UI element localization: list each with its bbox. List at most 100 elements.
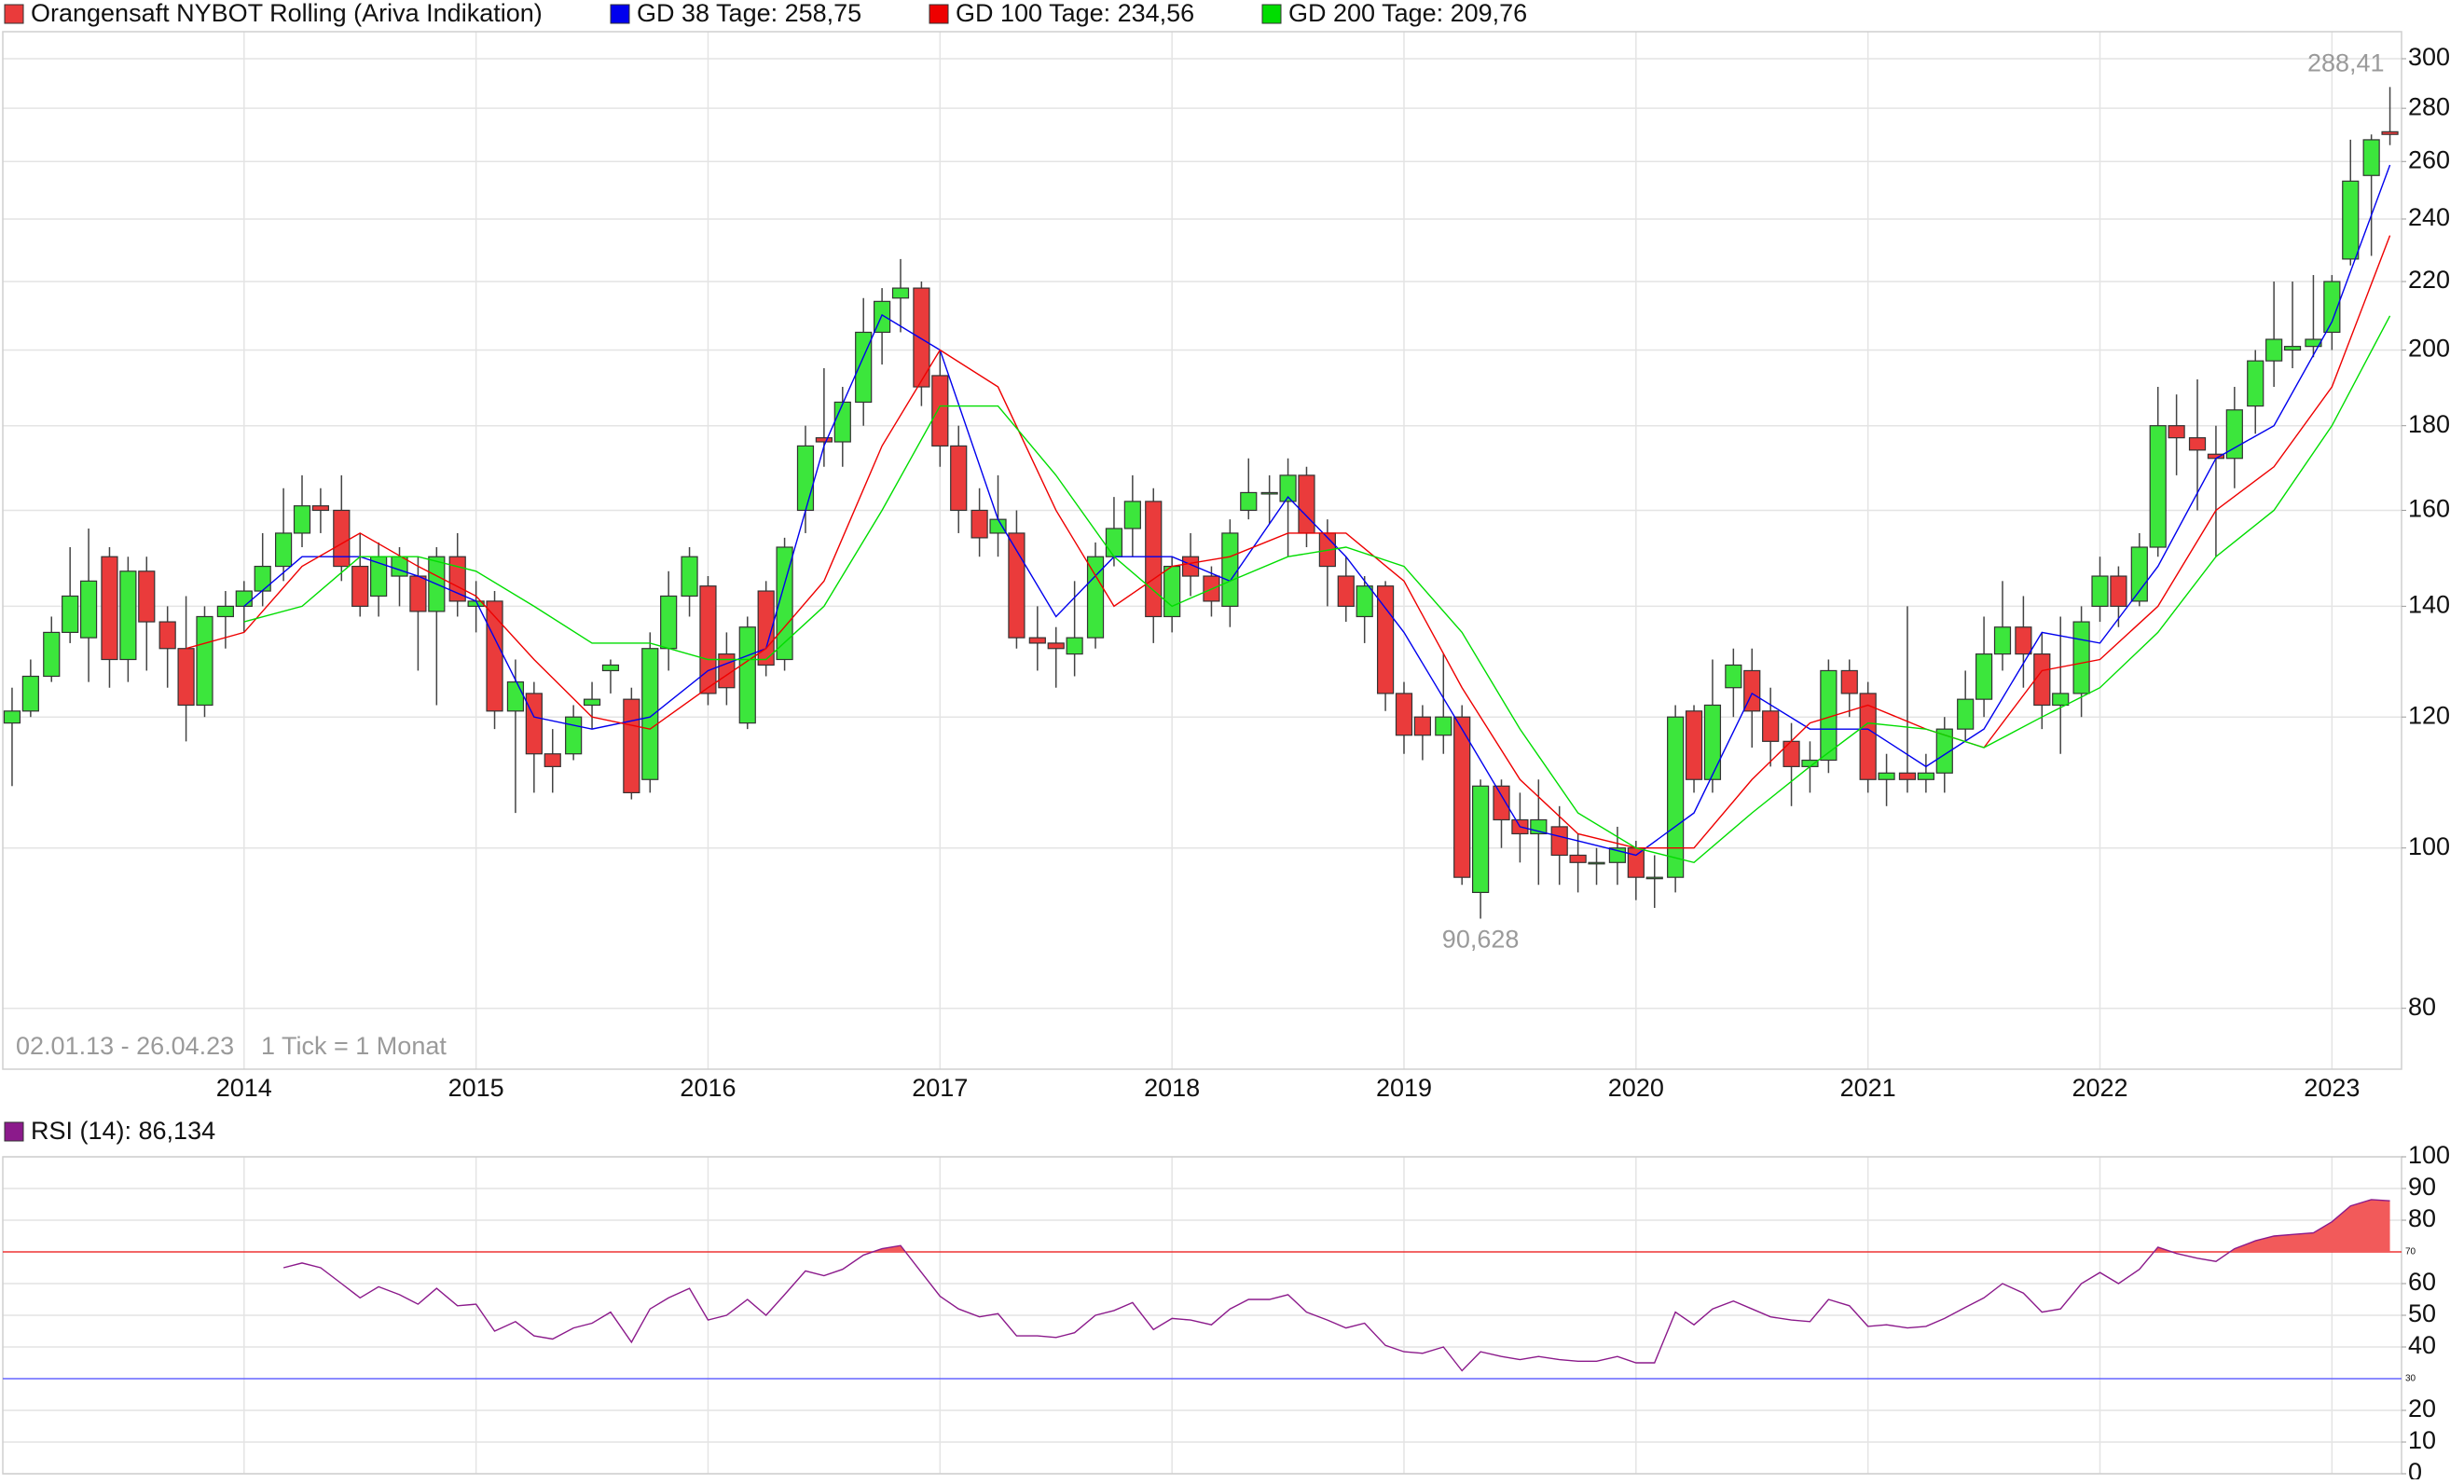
candle-body (1783, 740, 1800, 767)
candle-body (486, 600, 503, 712)
candle-body (1240, 491, 1258, 512)
candle-body (177, 648, 195, 707)
candle-body (1221, 532, 1239, 607)
rsi-y-tick-label: 0 (2408, 1458, 2422, 1479)
y-tick-label: 280 (2408, 92, 2450, 120)
y-tick-label: 160 (2408, 495, 2450, 523)
candle-body (681, 556, 698, 598)
candle-body (1086, 556, 1105, 639)
candle-body (119, 570, 137, 661)
candle-body (1008, 532, 1026, 639)
candle-body (565, 716, 583, 755)
candle-body (1993, 626, 2012, 655)
rsi-y-tick-label: 60 (2408, 1268, 2436, 1296)
candle-body (796, 445, 815, 512)
candle-body (196, 615, 213, 707)
legend-label: GD 200 Tage: 209,76 (1288, 0, 1527, 27)
candle-body (101, 556, 118, 661)
interval-note: 1 Tick = 1 Monat (261, 1032, 447, 1060)
candle-body (815, 437, 833, 443)
rsi-y-tick-label: 40 (2408, 1331, 2436, 1359)
candle-body (333, 509, 351, 568)
candle-body (79, 580, 98, 639)
candle-body (1145, 501, 1163, 618)
candle-body (2362, 139, 2380, 176)
candle-body (2130, 546, 2148, 602)
rsi-overbought-fill (283, 1199, 2390, 1252)
candle-body (1685, 710, 1703, 780)
x-tick-label: 2018 (1144, 1074, 1200, 1102)
candle-body (855, 331, 873, 404)
candle-body (21, 675, 39, 712)
date-range: 02.01.13 - 26.04.23 (16, 1032, 234, 1060)
x-tick-label: 2015 (448, 1074, 504, 1102)
candle-body (351, 565, 369, 607)
candle-body (1935, 728, 1953, 774)
candle-body (2072, 621, 2090, 694)
candle-body (1047, 642, 1065, 650)
candle-body (1028, 637, 1046, 644)
x-tick-label: 2017 (912, 1074, 968, 1102)
legend-swatch (610, 4, 630, 24)
rsi-y-tick-label: 100 (2408, 1141, 2450, 1169)
candle-body (1725, 664, 1742, 689)
candle-body (989, 518, 1007, 534)
candle-body (1453, 716, 1471, 878)
candle-body (2091, 575, 2109, 607)
candle-body (2381, 131, 2399, 135)
candle-body (2033, 653, 2051, 707)
candle-body (1376, 585, 1395, 694)
candle-body (1356, 585, 1373, 618)
candle-body (970, 509, 988, 539)
candle-body (2052, 693, 2070, 707)
moving-average-line (243, 164, 2391, 857)
rsi-level-label: 30 (2405, 1374, 2416, 1384)
candle-body (43, 631, 61, 678)
candle-body (62, 595, 79, 634)
candle-body (2149, 425, 2167, 548)
y-tick-label: 100 (2408, 832, 2450, 860)
candle-body (931, 375, 949, 447)
y-tick-label: 140 (2408, 591, 2450, 619)
candle-body (544, 753, 561, 767)
candle-body (216, 605, 234, 618)
moving-average-line (186, 235, 2391, 849)
candle-body (1957, 698, 1975, 730)
candle-body (158, 621, 176, 650)
candle-body (1550, 826, 1568, 857)
candle-body (2342, 180, 2360, 260)
candle-body (1493, 785, 1510, 821)
candle-body (1435, 716, 1452, 736)
candle-body (738, 626, 756, 724)
price-panel-frame (2, 31, 2402, 1070)
y-tick-label: 200 (2408, 335, 2450, 363)
y-tick-label: 180 (2408, 410, 2450, 438)
x-tick-label: 2022 (2072, 1074, 2127, 1102)
rsi-y-tick-label: 20 (2408, 1395, 2436, 1422)
candle-body (833, 401, 851, 443)
candle-body (1279, 474, 1297, 502)
rsi-swatch (4, 1121, 24, 1142)
candle-body (1762, 710, 1780, 742)
candle-body (601, 664, 620, 672)
y-tick-label: 220 (2408, 266, 2450, 294)
y-tick-label: 240 (2408, 203, 2450, 231)
candle-body (2015, 626, 2032, 655)
candle-body (913, 287, 930, 388)
candle-body (1627, 847, 1645, 878)
y-tick-label: 300 (2408, 43, 2450, 71)
x-tick-label: 2020 (1608, 1074, 1664, 1102)
candle-body (448, 556, 466, 602)
rsi-line (282, 1199, 2390, 1372)
candle-body (699, 585, 717, 694)
candle-body (1898, 772, 1917, 780)
rsi-y-tick-label: 50 (2408, 1299, 2436, 1327)
x-tick-label: 2014 (216, 1074, 272, 1102)
candle-body (1645, 876, 1663, 880)
candle-body (641, 648, 659, 780)
candle-body (1878, 772, 1895, 780)
candle-body (2110, 575, 2127, 607)
rsi-y-tick-label: 10 (2408, 1426, 2436, 1454)
rsi-y-tick-label: 80 (2408, 1204, 2436, 1232)
